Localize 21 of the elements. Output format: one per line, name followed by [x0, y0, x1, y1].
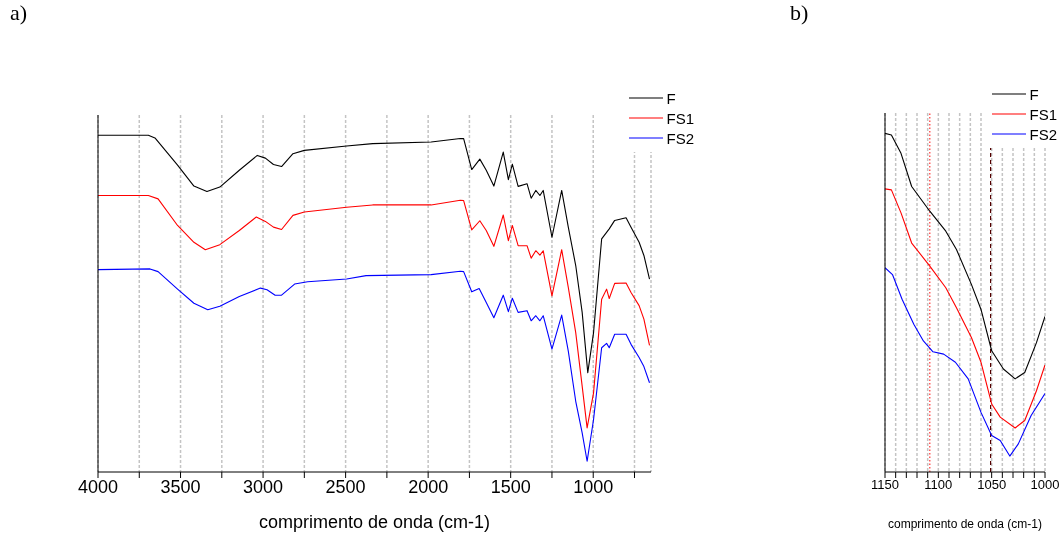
legend-label: FS2: [1029, 125, 1057, 143]
legend-label: F: [1029, 85, 1039, 103]
x-tick-label: 1000: [1030, 477, 1060, 493]
chart-title: b): [790, 0, 809, 26]
x-tick-label: 2500: [325, 476, 366, 497]
x-tick-label: 3000: [243, 476, 284, 497]
legend-label: FS1: [666, 109, 694, 127]
x-tick-label: 3500: [160, 476, 201, 497]
x-tick-label: 1050: [977, 477, 1007, 493]
chart-title: a): [10, 0, 28, 26]
legend-label: FS1: [1029, 105, 1057, 123]
x-tick-label: 1150: [871, 477, 899, 493]
x-tick-label: 1000: [573, 476, 614, 497]
x-axis-title: comprimento de onda (cm-1): [887, 517, 1043, 531]
legend-label: FS2: [666, 129, 694, 147]
x-tick-label: 1100: [924, 477, 953, 493]
x-tick-label: 4000: [77, 476, 119, 497]
legend-label: F: [666, 89, 676, 107]
x-axis-title: comprimento de onda (cm-1): [258, 512, 491, 532]
x-tick-label: 1500: [490, 476, 531, 497]
x-tick-label: 2000: [408, 476, 449, 497]
